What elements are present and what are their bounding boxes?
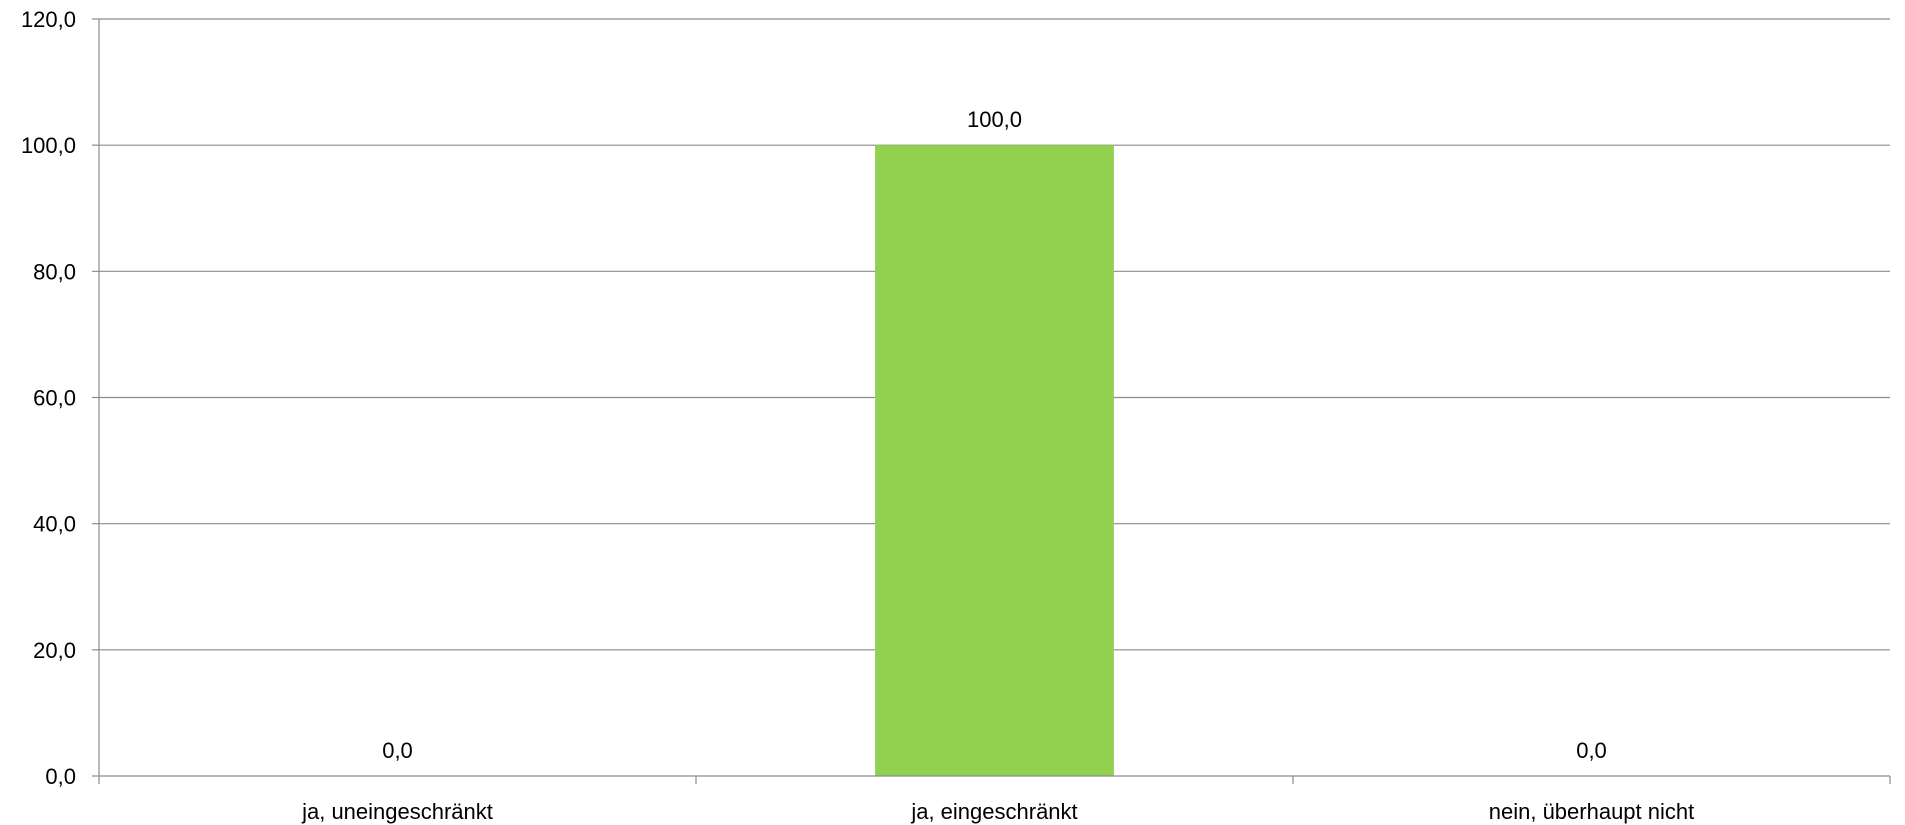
y-tick-label: 80,0 bbox=[33, 259, 76, 284]
x-category-label: nein, überhaupt nicht bbox=[1489, 799, 1695, 824]
labels: 0,0 20,0 40,0 60,0 80,0 100,0 120,0 0,0 ja, unei… bbox=[21, 7, 1694, 824]
bar-value-label: 0,0 bbox=[1576, 738, 1607, 763]
bars bbox=[875, 145, 1114, 776]
x-category-label: ja, uneingeschränkt bbox=[301, 799, 493, 824]
bar-value-label: 100,0 bbox=[967, 107, 1022, 132]
y-tick-label: 40,0 bbox=[33, 512, 76, 537]
y-tick-label: 100,0 bbox=[21, 133, 76, 158]
y-tick-label: 20,0 bbox=[33, 638, 76, 663]
x-category-label: ja, eingeschränkt bbox=[910, 799, 1077, 824]
bar-value-label: 0,0 bbox=[382, 738, 413, 763]
bar bbox=[875, 145, 1114, 776]
y-tick-label: 60,0 bbox=[33, 386, 76, 411]
axes bbox=[92, 18, 1891, 784]
y-tick-label: 120,0 bbox=[21, 7, 76, 32]
y-tick-label: 0,0 bbox=[45, 764, 76, 789]
